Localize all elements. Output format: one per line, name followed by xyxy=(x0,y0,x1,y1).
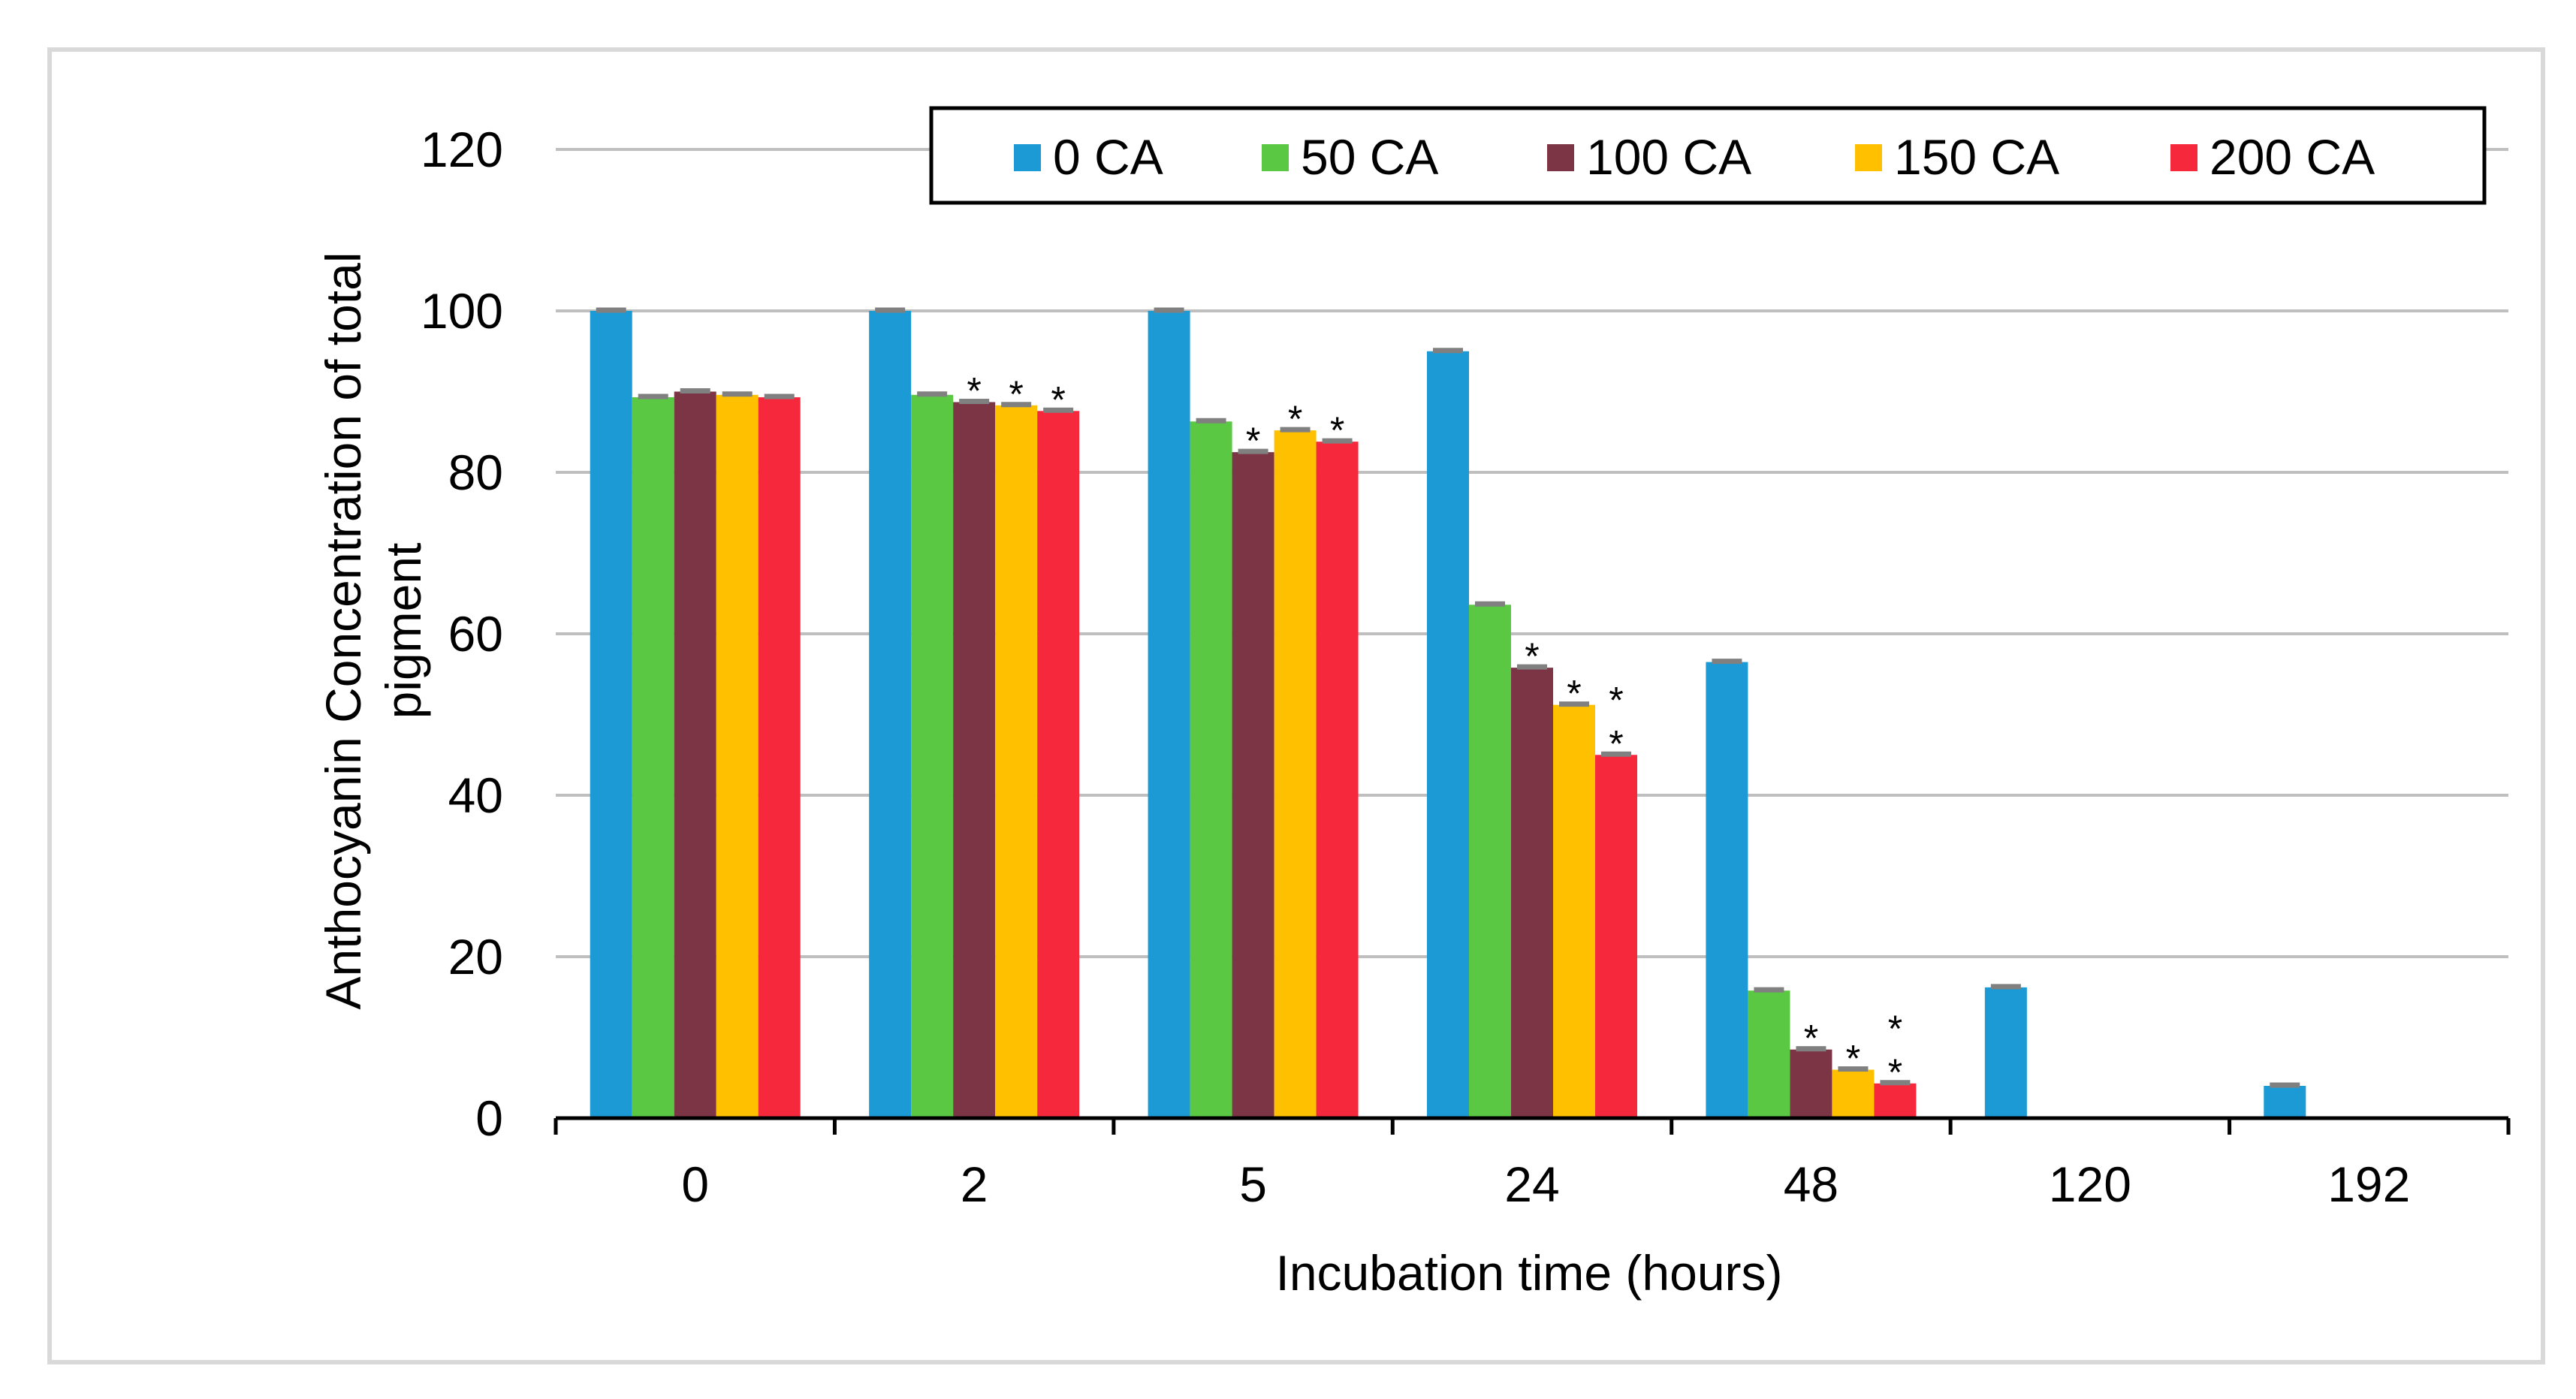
legend-swatch xyxy=(1262,144,1289,171)
bar xyxy=(1232,452,1274,1118)
bar xyxy=(1874,1083,1917,1118)
bar xyxy=(1511,668,1553,1118)
y-tick-label: 100 xyxy=(421,283,503,339)
bar xyxy=(1469,605,1511,1118)
y-tick-label: 20 xyxy=(448,929,503,984)
bar xyxy=(1553,704,1595,1118)
significance-markers: * * *** ****** * ** xyxy=(967,369,1902,1093)
legend-swatch xyxy=(1547,144,1574,171)
bar xyxy=(758,397,801,1118)
error-bars xyxy=(596,307,2300,1088)
significance-asterisk: * xyxy=(967,369,981,412)
bar xyxy=(995,405,1038,1118)
bar xyxy=(1274,430,1317,1118)
y-axis-title-line-1: Anthocyanin Concentration of total xyxy=(315,252,371,1010)
y-tick-label: 80 xyxy=(448,445,503,500)
y-axis-title: Anthocyanin Concentration of total pigme… xyxy=(315,252,431,1010)
legend-swatch xyxy=(2170,144,2197,171)
significance-asterisk: * xyxy=(1330,409,1344,451)
x-tick-label: 0 xyxy=(681,1156,709,1212)
bar xyxy=(1427,351,1469,1118)
legend-swatch xyxy=(1014,144,1041,171)
bar xyxy=(1037,411,1080,1118)
significance-asterisk: * xyxy=(1888,1008,1902,1050)
significance-asterisk: * xyxy=(1246,420,1260,462)
bar xyxy=(1148,311,1190,1118)
y-tick-label: 0 xyxy=(475,1090,503,1146)
x-axis-title: Incubation time (hours) xyxy=(1276,1245,1783,1301)
legend-swatch xyxy=(1855,144,1882,171)
bar xyxy=(1832,1069,1875,1118)
legend: 0 CA 50 CA 100 CA 150 CA 200 CA xyxy=(929,106,2487,205)
y-axis-ticks: 0 20 40 60 80 100 120 xyxy=(421,122,503,1146)
significance-asterisk: * xyxy=(1288,398,1302,440)
x-tick-label: 120 xyxy=(2049,1156,2131,1212)
legend-label: 100 CA xyxy=(1586,129,1751,185)
bar xyxy=(1706,662,1748,1118)
y-tick-label: 40 xyxy=(448,767,503,823)
x-tick-label: 2 xyxy=(961,1156,988,1212)
bar xyxy=(869,311,912,1118)
bar xyxy=(1595,755,1637,1118)
significance-asterisk: * xyxy=(1846,1038,1860,1080)
x-tick-label: 5 xyxy=(1239,1156,1267,1212)
significance-asterisk: * xyxy=(1804,1018,1818,1060)
bar xyxy=(953,402,996,1118)
significance-asterisk: * xyxy=(1609,679,1623,721)
bar xyxy=(716,394,759,1118)
bar xyxy=(2264,1086,2306,1118)
x-tick-label: 24 xyxy=(1504,1156,1559,1212)
y-tick-label: 60 xyxy=(448,606,503,662)
bar xyxy=(911,394,954,1118)
significance-asterisk: * xyxy=(1051,378,1065,421)
legend-box xyxy=(929,106,2487,205)
x-axis-ticks: 0 2 5 24 48 120 192 xyxy=(681,1156,2410,1212)
bar xyxy=(1316,442,1359,1118)
legend-label: 150 CA xyxy=(1894,129,2059,185)
y-axis-title-line-2: pigment xyxy=(376,543,431,719)
legend-label: 0 CA xyxy=(1053,129,1163,185)
y-tick-label: 120 xyxy=(421,122,503,177)
bar xyxy=(590,311,632,1118)
legend-label: 50 CA xyxy=(1301,129,1438,185)
legend-label: 200 CA xyxy=(2210,129,2375,185)
bar xyxy=(1790,1049,1832,1118)
significance-asterisk: * xyxy=(1009,373,1023,415)
bar xyxy=(1190,421,1232,1118)
significance-asterisk: * xyxy=(1525,635,1539,677)
significance-asterisk: * xyxy=(1609,722,1623,764)
significance-asterisk: * xyxy=(1567,673,1581,715)
bar xyxy=(1748,990,1790,1118)
bar xyxy=(1984,987,2027,1118)
bar xyxy=(674,391,716,1118)
significance-asterisk: * xyxy=(1888,1051,1902,1093)
x-tick-label: 192 xyxy=(2327,1156,2410,1212)
x-tick-label: 48 xyxy=(1784,1156,1838,1212)
bar xyxy=(632,397,674,1118)
bars xyxy=(590,311,2306,1118)
x-axis xyxy=(554,1116,2511,1135)
